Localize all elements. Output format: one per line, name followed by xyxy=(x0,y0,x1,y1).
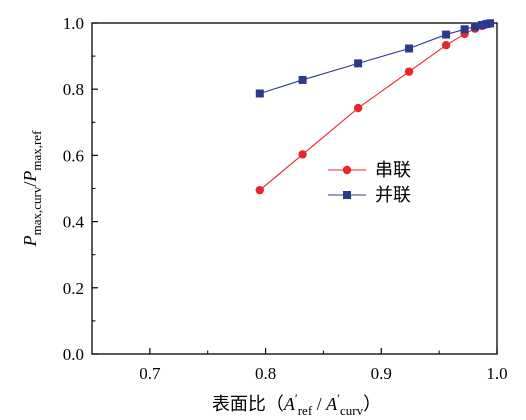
y-axis-title-var2: P xyxy=(20,171,40,183)
x-axis-title-var1: A xyxy=(283,394,296,414)
data-point xyxy=(477,20,486,29)
y-axis: 0.0 0.2 0.4 0.6 0.8 1.0 xyxy=(63,14,98,364)
y-tick-label: 0.8 xyxy=(63,80,84,99)
series-line xyxy=(259,22,491,95)
data-point xyxy=(353,103,363,113)
x-axis-title-prefix: 表面比（ xyxy=(212,394,284,414)
x-axis-title-prime2: ′ xyxy=(337,391,340,406)
data-point xyxy=(460,25,469,34)
legend-label: 串联 xyxy=(375,160,411,180)
x-axis-title-sub2: curv xyxy=(340,403,364,418)
x-axis-title: 表面比（A′ref / A′curv） xyxy=(212,391,381,418)
plot-area xyxy=(91,22,498,355)
data-point xyxy=(298,75,307,84)
y-axis-title-var1: P xyxy=(20,235,40,247)
y-tick-label: 1.0 xyxy=(63,14,84,33)
data-point xyxy=(441,40,451,50)
data-point xyxy=(342,165,352,175)
x-tick-label: 1.0 xyxy=(486,364,507,383)
y-tick-label: 0.2 xyxy=(63,279,84,298)
y-axis-title-sub1: max,curv xyxy=(29,186,44,235)
x-axis-title-prime1: ′ xyxy=(295,391,298,406)
data-point xyxy=(405,44,414,53)
y-tick-label: 0.0 xyxy=(63,345,84,364)
data-point xyxy=(486,19,495,28)
y-axis-title-slash: / xyxy=(20,182,40,187)
x-axis-title-var2: A xyxy=(325,394,338,414)
y-tick-label: 0.4 xyxy=(63,213,85,232)
x-axis-title-sep: / xyxy=(312,394,326,414)
data-point xyxy=(442,30,451,39)
x-axis-title-sub1: ref xyxy=(298,403,313,418)
data-point xyxy=(298,150,307,159)
y-tick-label: 0.6 xyxy=(63,146,84,165)
series-parallel xyxy=(255,19,495,98)
data-point xyxy=(255,185,264,195)
data-point xyxy=(354,59,363,68)
y-axis-title: Pmax,curv/Pmax,ref xyxy=(20,130,44,247)
x-axis-title-suffix: ） xyxy=(363,394,381,414)
legend-item: 并联 xyxy=(328,185,411,205)
plot-frame xyxy=(91,22,498,355)
data-point xyxy=(471,22,480,31)
x-tick-label: 0.7 xyxy=(139,364,161,383)
x-tick-label: 0.9 xyxy=(371,364,392,383)
legend-item: 串联 xyxy=(328,160,411,180)
legend-label: 并联 xyxy=(375,185,411,205)
data-point xyxy=(343,191,351,199)
x-tick-label: 0.8 xyxy=(255,364,276,383)
data-point xyxy=(255,89,264,98)
data-point xyxy=(404,67,414,76)
y-axis-title-sub2: max,ref xyxy=(29,130,44,171)
x-axis: 0.7 0.8 0.9 1.0 xyxy=(139,348,508,383)
series-layer xyxy=(255,19,495,195)
